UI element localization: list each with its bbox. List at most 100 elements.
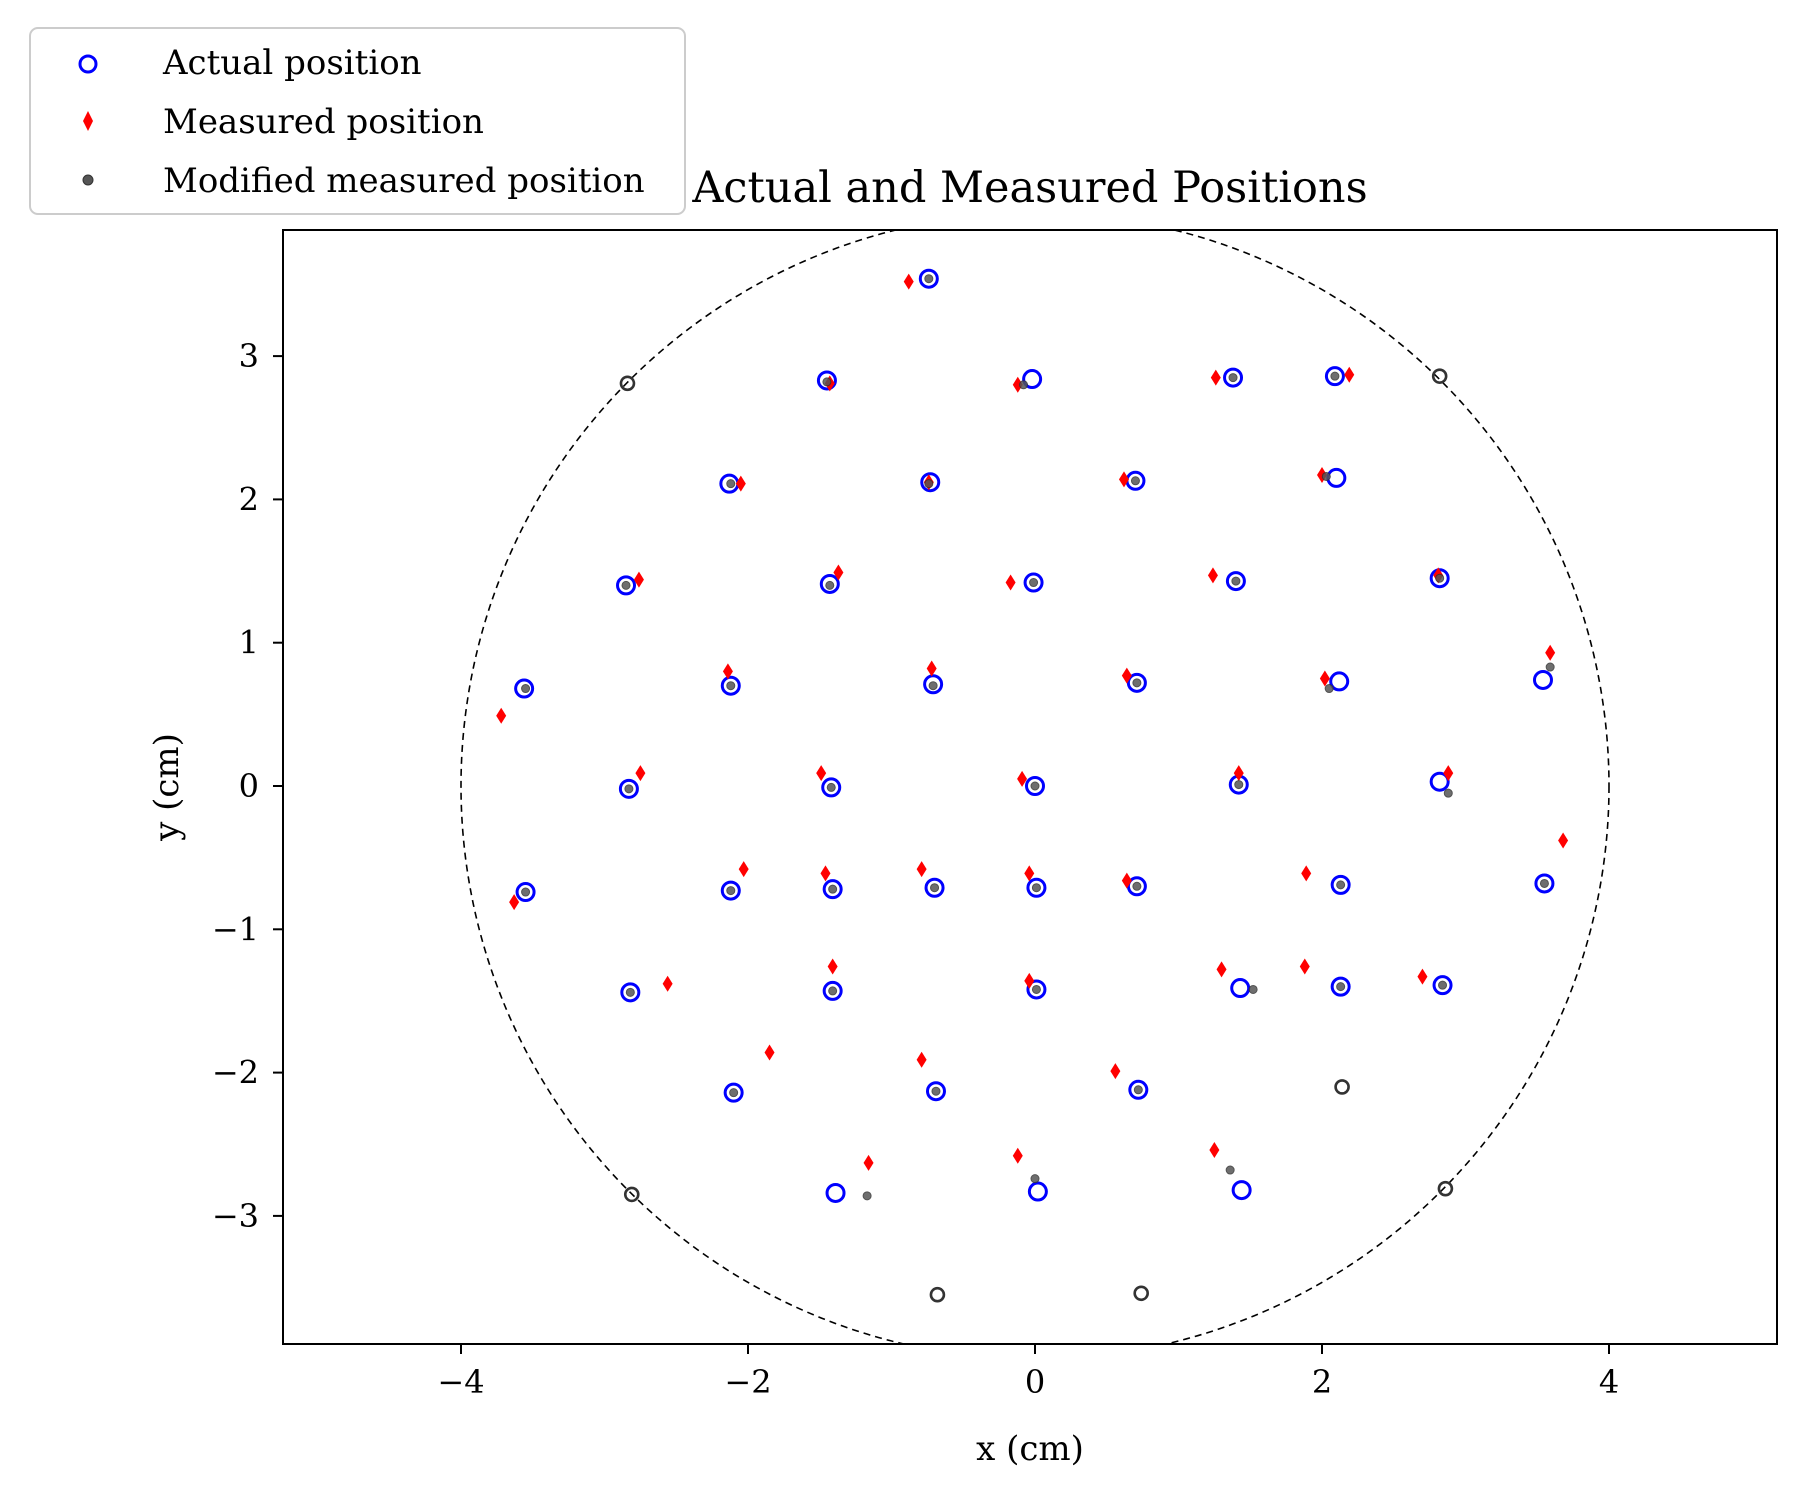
actual-position-point bbox=[1329, 671, 1350, 692]
modified-measured-point bbox=[1031, 883, 1041, 893]
legend-modified-marker bbox=[82, 174, 94, 186]
modified-measured-point bbox=[1443, 788, 1453, 798]
modified-measured-point bbox=[1438, 980, 1448, 990]
actual-position-point bbox=[1126, 876, 1147, 897]
measured-position-point bbox=[833, 564, 844, 581]
modified-measured-point bbox=[726, 479, 736, 489]
modified-measured-point bbox=[828, 986, 838, 996]
actual-position-point bbox=[918, 268, 939, 289]
modified-measured-point bbox=[1133, 1085, 1143, 1095]
measured-position-point bbox=[1118, 471, 1129, 488]
modified-measured-point bbox=[1321, 471, 1331, 481]
unmatched-position-point bbox=[619, 375, 636, 392]
x-tick-label: 0 bbox=[1025, 1363, 1045, 1401]
measured-position-point bbox=[496, 707, 507, 724]
y-tick-label: 1 bbox=[239, 624, 259, 662]
measured-position-point bbox=[1216, 961, 1227, 978]
measured-position-point bbox=[1121, 667, 1132, 684]
actual-position-point bbox=[720, 880, 741, 901]
measured-position-point bbox=[816, 765, 827, 782]
actual-position-point bbox=[1324, 366, 1345, 387]
actual-position-point bbox=[1231, 1180, 1252, 1201]
actual-position-point bbox=[1026, 979, 1047, 1000]
legend: Actual position Measured position Modifi… bbox=[29, 27, 686, 215]
modified-measured-point bbox=[624, 784, 634, 794]
modified-measured-point bbox=[1030, 781, 1040, 791]
legend-label-actual: Actual position bbox=[162, 43, 422, 83]
modified-measured-point bbox=[828, 884, 838, 894]
actual-position-point bbox=[514, 678, 535, 699]
measured-position-point bbox=[1024, 865, 1035, 882]
modified-measured-point bbox=[1336, 982, 1346, 992]
measured-position-point bbox=[1443, 765, 1454, 782]
modified-measured-point bbox=[1330, 371, 1340, 381]
actual-position-point bbox=[1023, 572, 1044, 593]
modified-measured-point bbox=[1029, 578, 1039, 588]
modified-measured-point bbox=[1019, 380, 1029, 390]
modified-measured-point bbox=[1031, 984, 1041, 994]
chart-title: Actual and Measured Positions bbox=[691, 163, 1367, 213]
measured-position-point bbox=[1210, 369, 1221, 386]
unmatched-position-point bbox=[1431, 368, 1448, 384]
unmatched-position-point bbox=[1334, 1079, 1350, 1095]
actual-position-point bbox=[616, 575, 637, 596]
y-tick-label: 0 bbox=[239, 767, 259, 805]
legend-actual-marker bbox=[78, 54, 98, 74]
measured-position-point bbox=[820, 865, 831, 882]
measured-position-point bbox=[738, 861, 749, 878]
modified-measured-point bbox=[1234, 780, 1244, 790]
modified-measured-point bbox=[1545, 662, 1555, 672]
measured-position-point bbox=[1121, 872, 1132, 889]
actual-position-point bbox=[819, 573, 840, 594]
y-tick-label: 3 bbox=[239, 337, 259, 375]
measured-position-point bbox=[662, 975, 673, 992]
data-points bbox=[496, 268, 1569, 1303]
unmatched-position-point bbox=[1133, 1285, 1149, 1302]
actual-position-point bbox=[1025, 776, 1045, 796]
measured-position-point bbox=[1545, 644, 1556, 661]
modified-measured-point bbox=[928, 681, 938, 691]
modified-measured-point bbox=[924, 479, 934, 489]
modified-measured-point bbox=[1030, 1174, 1040, 1184]
x-tick-label: −4 bbox=[437, 1363, 484, 1401]
actual-position-point bbox=[821, 777, 842, 798]
actual-position-point bbox=[1230, 978, 1251, 999]
modified-measured-point bbox=[1130, 476, 1140, 486]
modified-measured-point bbox=[822, 377, 832, 387]
measured-position-point bbox=[633, 571, 644, 588]
modified-measured-point bbox=[625, 987, 635, 997]
unmatched-position-point bbox=[623, 1186, 640, 1203]
measured-position-point bbox=[1005, 574, 1016, 591]
measured-position-point bbox=[1417, 968, 1428, 985]
actual-position-point bbox=[515, 882, 536, 903]
actual-position-point bbox=[1022, 369, 1043, 390]
measured-position-point bbox=[1344, 366, 1355, 383]
actual-position-point bbox=[1330, 874, 1351, 895]
actual-position-point bbox=[618, 778, 639, 799]
actual-position-point bbox=[620, 982, 641, 1003]
axis-ticks: −4 −2 0 2 4 −3 −2 −1 0 1 2 3 bbox=[212, 337, 1619, 1401]
legend-box bbox=[29, 27, 686, 215]
actual-position-point bbox=[723, 1082, 744, 1103]
measured-position-point bbox=[1207, 567, 1218, 584]
modified-measured-point bbox=[1228, 373, 1238, 383]
measured-position-point bbox=[1319, 670, 1330, 687]
modified-measured-point bbox=[726, 681, 736, 691]
modified-measured-point bbox=[1435, 573, 1445, 583]
measured-position-point bbox=[1012, 1147, 1023, 1164]
measured-position-point bbox=[926, 660, 937, 677]
modified-measured-point bbox=[1132, 678, 1142, 688]
measured-position-point bbox=[916, 1051, 927, 1068]
measured-position-point bbox=[1558, 832, 1569, 849]
actual-position-point bbox=[1128, 1079, 1149, 1100]
modified-measured-point bbox=[930, 883, 940, 893]
actual-position-point bbox=[825, 1182, 846, 1203]
measured-position-point bbox=[1012, 376, 1023, 393]
actual-position-point bbox=[1429, 771, 1450, 792]
modified-measured-point bbox=[862, 1191, 872, 1201]
x-tick-label: 4 bbox=[1599, 1363, 1619, 1401]
actual-position-point bbox=[1532, 669, 1553, 690]
modified-measured-point bbox=[931, 1086, 941, 1096]
modified-measured-point bbox=[521, 887, 531, 897]
